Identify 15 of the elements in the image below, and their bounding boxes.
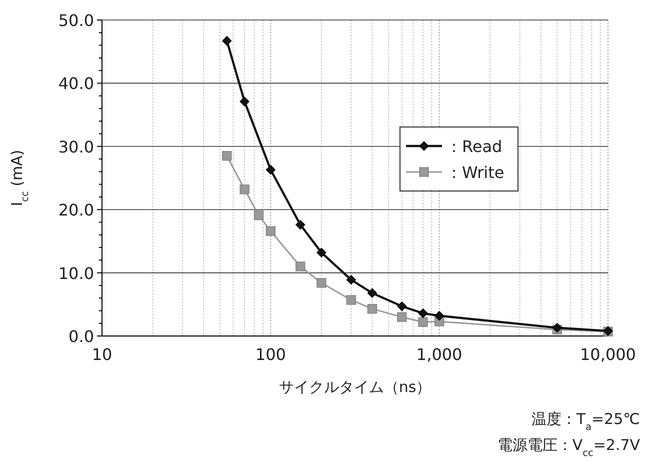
- text: 温度：T$_{a}$=25℃: [531, 410, 640, 432]
- y-tick-label: 0.0: [68, 327, 94, 346]
- y-tick-label: 20.0: [58, 200, 94, 220]
- x-tick-label: 100: [255, 345, 286, 364]
- text: 電源電圧：V$_{cc}$=2.7V: [497, 436, 641, 458]
- y-tick-label: 40.0: [58, 74, 94, 94]
- y-tick-label: 50.0: [58, 11, 94, 30]
- x-axis-title: サイクルタイム（ns）: [278, 378, 432, 396]
- y-tick-label: 10.0: [58, 264, 94, 283]
- x-tick-label: 1,000: [416, 345, 462, 364]
- y-tick-label: 30.0: [58, 137, 94, 156]
- legend-label: ：Write: [446, 163, 504, 182]
- x-tick-label: 10,000: [580, 345, 636, 364]
- legend-label: ：Read: [446, 137, 502, 156]
- x-tick-label: 10: [92, 345, 112, 364]
